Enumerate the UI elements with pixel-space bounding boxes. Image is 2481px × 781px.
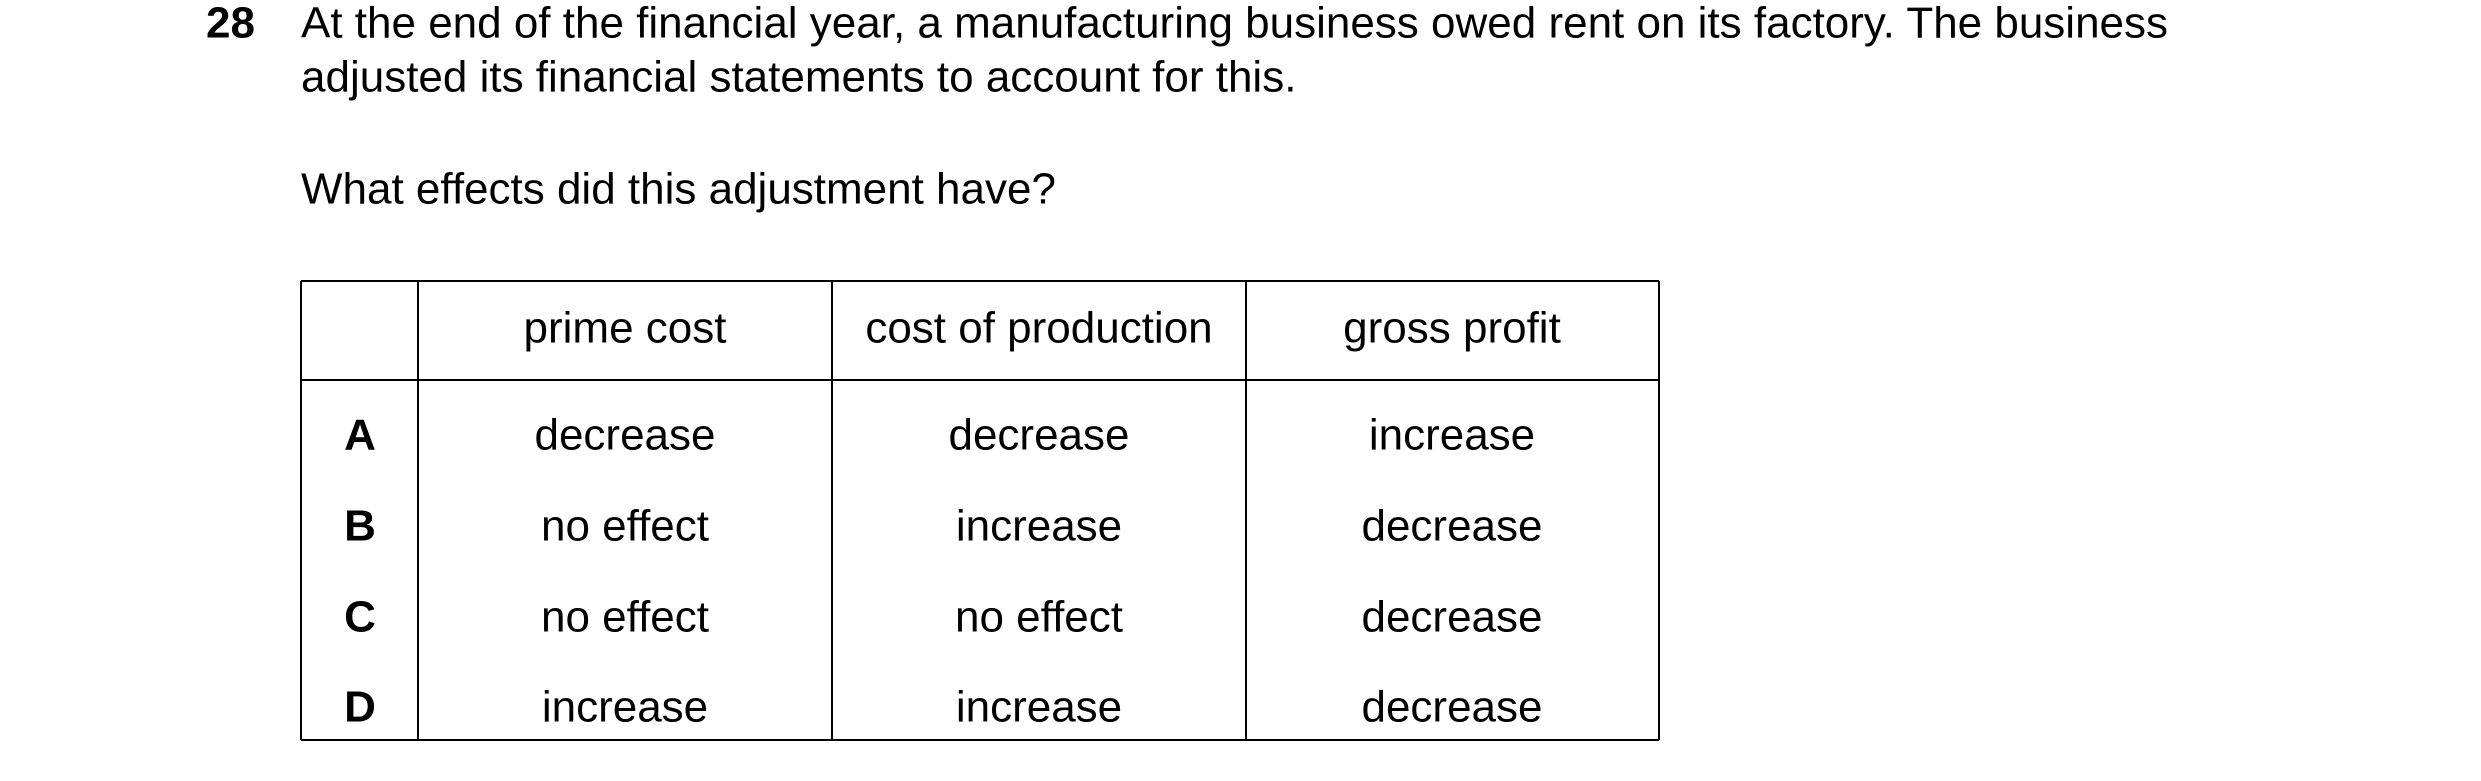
- column-header: prime cost: [524, 304, 727, 353]
- question-text: At the end of the financial year, a manu…: [301, 0, 2168, 48]
- column-header: cost of production: [865, 304, 1212, 353]
- table-cell: decrease: [1361, 593, 1542, 642]
- column-header: gross profit: [1343, 304, 1561, 353]
- table-cell: decrease: [1361, 683, 1542, 732]
- table-cell: decrease: [534, 411, 715, 460]
- row-label: C: [344, 593, 376, 642]
- table-cell: no effect: [541, 502, 709, 551]
- table-cell: increase: [956, 683, 1122, 732]
- question-number: 28: [206, 0, 255, 48]
- table-cell: decrease: [1361, 502, 1542, 551]
- table-cell: decrease: [948, 411, 1129, 460]
- row-label: A: [344, 411, 376, 460]
- table-cell: increase: [1369, 411, 1535, 460]
- table-cell: no effect: [541, 593, 709, 642]
- table-cell: increase: [542, 683, 708, 732]
- table-border: [300, 280, 1660, 741]
- question-prompt: What effects did this adjustment have?: [301, 165, 1056, 214]
- row-label: B: [344, 502, 376, 551]
- table-cell: increase: [956, 502, 1122, 551]
- row-label: D: [344, 683, 376, 732]
- table-cell: no effect: [955, 593, 1123, 642]
- question-text: adjusted its financial statements to acc…: [301, 53, 1296, 102]
